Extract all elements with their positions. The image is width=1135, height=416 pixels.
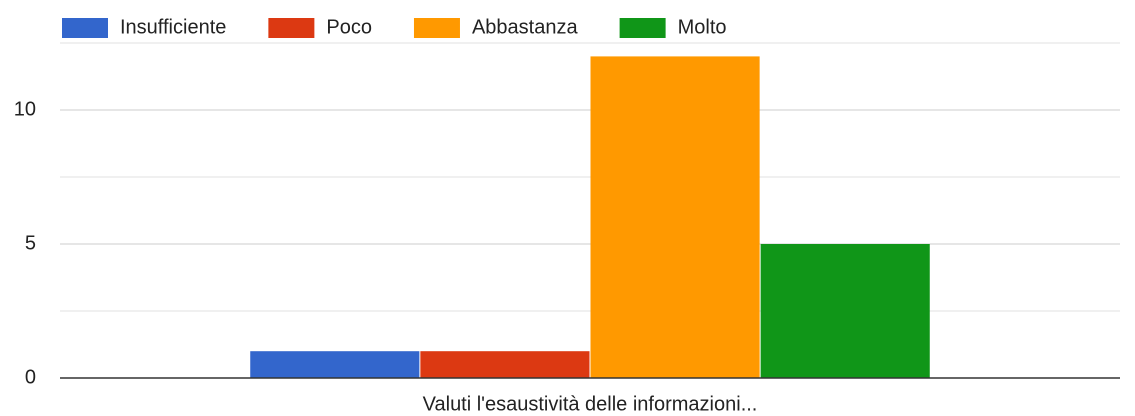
legend-swatch xyxy=(619,18,666,38)
y-tick-label: 0 xyxy=(25,366,36,388)
legend-swatch xyxy=(268,18,315,38)
legend-swatch xyxy=(62,18,108,38)
bar xyxy=(420,351,590,378)
bar xyxy=(590,56,760,379)
legend-label: Poco xyxy=(326,16,372,38)
legend-label: Molto xyxy=(678,16,727,38)
y-tick-label: 5 xyxy=(25,232,36,254)
x-tick-label: Valuti l'esaustività delle informazioni.… xyxy=(423,393,758,415)
legend-label: Insufficiente xyxy=(120,16,226,38)
legend-swatch xyxy=(413,18,460,38)
y-tick-label: 10 xyxy=(14,98,36,120)
legend-label: Abbastanza xyxy=(472,16,579,38)
bar xyxy=(250,351,420,378)
bar xyxy=(760,244,930,378)
